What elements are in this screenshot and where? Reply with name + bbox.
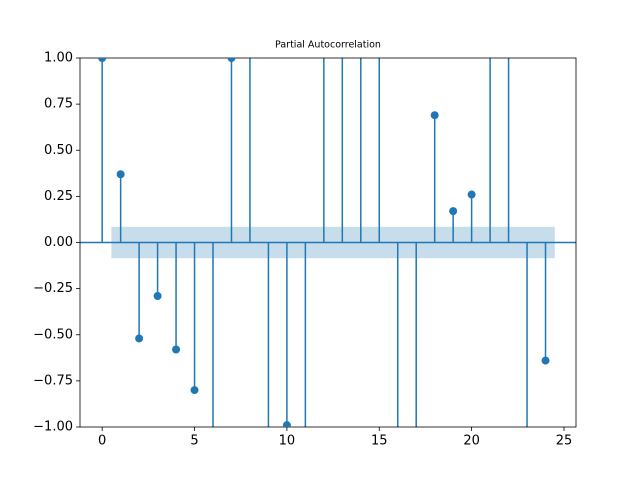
marker xyxy=(190,386,199,395)
x-tick-label: 20 xyxy=(463,434,480,449)
marker xyxy=(209,460,217,468)
marker xyxy=(246,17,254,25)
marker xyxy=(320,17,328,25)
marker xyxy=(375,17,383,25)
plot-area xyxy=(80,58,576,427)
marker xyxy=(153,292,162,301)
marker xyxy=(505,17,513,25)
marker xyxy=(430,111,439,120)
marker xyxy=(301,460,309,468)
marker xyxy=(264,460,272,468)
marker xyxy=(172,345,181,354)
marker xyxy=(227,58,236,62)
marker xyxy=(394,460,402,468)
marker xyxy=(523,460,531,468)
marker xyxy=(135,334,144,343)
marker xyxy=(338,17,346,25)
markers xyxy=(98,17,550,468)
y-tick-label: 0.75 xyxy=(44,97,73,112)
x-tick-label: 15 xyxy=(371,434,388,449)
marker xyxy=(449,207,458,216)
y-tick-label: 0.25 xyxy=(44,189,73,204)
y-tick-label: 0.50 xyxy=(44,143,73,158)
y-tick-label: 0.00 xyxy=(44,235,73,250)
x-tick-label: 0 xyxy=(98,434,106,449)
x-tick-label: 10 xyxy=(279,434,296,449)
y-tick-label: −0.25 xyxy=(33,281,73,296)
marker xyxy=(412,460,420,468)
marker xyxy=(486,17,494,25)
y-tick-label: −0.50 xyxy=(33,327,73,342)
y-tick-label: −1.00 xyxy=(33,420,73,435)
marker xyxy=(357,17,365,25)
marker xyxy=(282,421,291,427)
marker xyxy=(116,170,125,179)
x-tick-label: 25 xyxy=(556,434,573,449)
y-tick-label: 1.00 xyxy=(44,51,73,66)
chart-title: Partial Autocorrelation xyxy=(275,40,381,51)
marker xyxy=(98,58,107,62)
marker xyxy=(541,356,550,365)
x-tick-label: 5 xyxy=(190,434,198,449)
y-tick-label: −0.75 xyxy=(33,373,73,388)
marker xyxy=(467,190,476,199)
